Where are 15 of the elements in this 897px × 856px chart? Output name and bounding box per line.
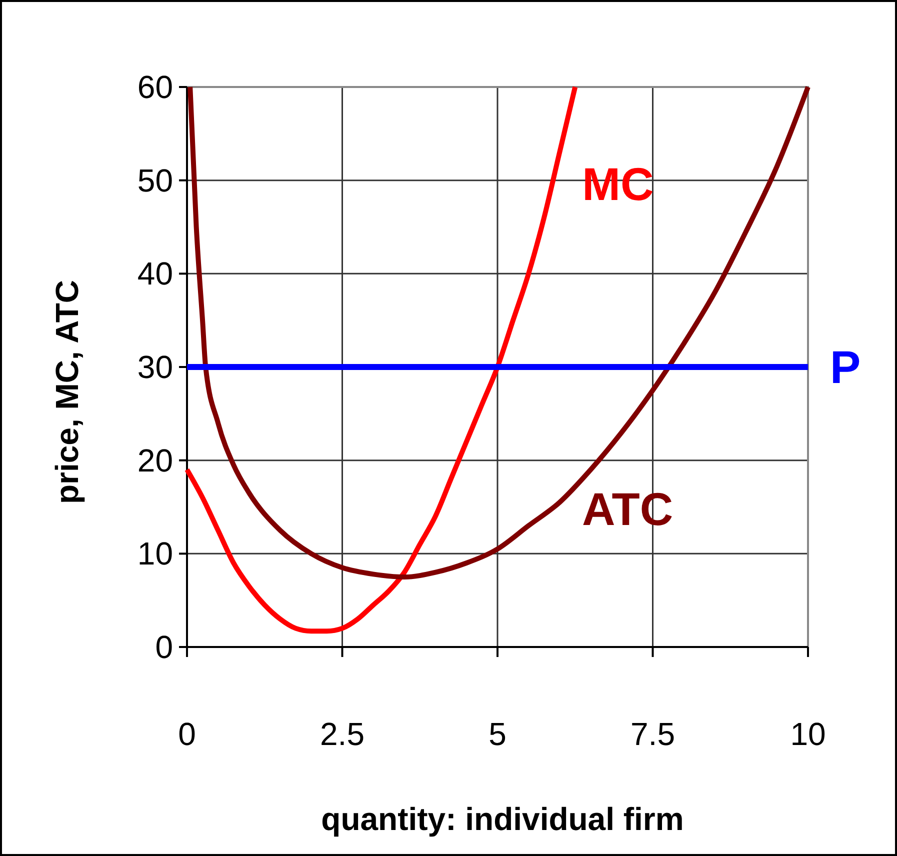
x-tick-label: 5 bbox=[488, 716, 506, 752]
y-tick-label: 10 bbox=[137, 536, 173, 572]
x-axis-title: quantity: individual firm bbox=[321, 801, 684, 837]
y-tick-label: 0 bbox=[155, 629, 173, 665]
y-tick-label: 50 bbox=[137, 162, 173, 198]
y-tick-label: 60 bbox=[137, 69, 173, 105]
x-tick-label: 10 bbox=[790, 716, 826, 752]
ref-line-label: P bbox=[830, 341, 861, 393]
x-tick-label: 7.5 bbox=[630, 716, 675, 752]
x-tick-label: 2.5 bbox=[320, 716, 364, 752]
y-tick-label: 40 bbox=[137, 256, 173, 292]
y-tick-label: 30 bbox=[137, 349, 173, 385]
y-axis-title: price, MC, ATC bbox=[49, 280, 85, 504]
x-tick-label: 0 bbox=[178, 716, 196, 752]
y-tick-label: 20 bbox=[137, 442, 173, 478]
